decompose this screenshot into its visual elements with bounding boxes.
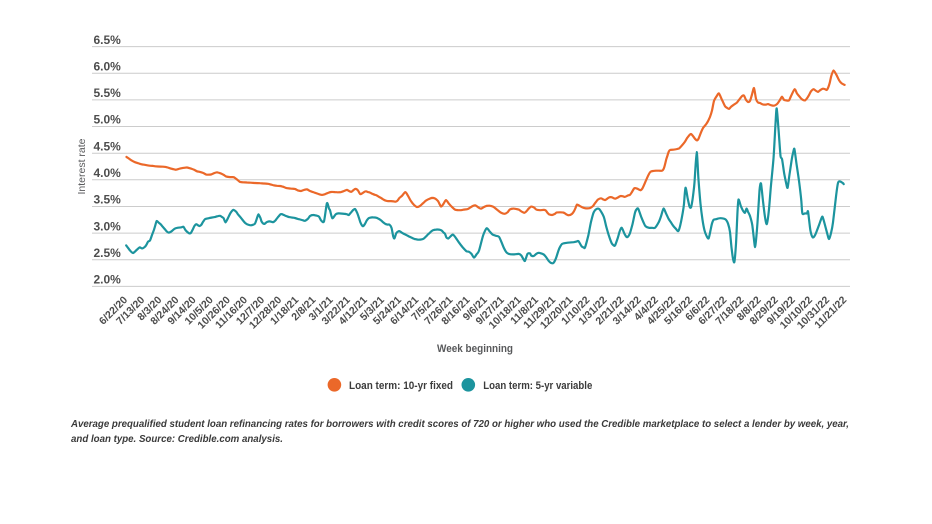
svg-text:2.5%: 2.5% — [94, 246, 122, 260]
svg-text:Loan term: 10-yr fixed: Loan term: 10-yr fixed — [349, 380, 453, 392]
svg-text:Loan term: 5-yr variable: Loan term: 5-yr variable — [483, 380, 592, 392]
svg-text:2.0%: 2.0% — [94, 273, 122, 287]
svg-text:6.5%: 6.5% — [94, 33, 122, 47]
svg-text:4.5%: 4.5% — [94, 139, 122, 153]
svg-text:6.0%: 6.0% — [94, 59, 122, 73]
svg-text:3.0%: 3.0% — [94, 219, 122, 233]
svg-text:and loan type. Source: Credibl: and loan type. Source: Credible.com anal… — [71, 433, 283, 445]
svg-text:Interest rate: Interest rate — [76, 138, 88, 194]
svg-text:Week beginning: Week beginning — [437, 343, 513, 355]
svg-text:Average prequalified student l: Average prequalified student loan refina… — [70, 418, 849, 430]
svg-text:3.5%: 3.5% — [94, 193, 122, 207]
svg-text:5.5%: 5.5% — [94, 86, 122, 100]
svg-text:5.0%: 5.0% — [94, 113, 122, 127]
svg-text:4.0%: 4.0% — [94, 166, 122, 180]
